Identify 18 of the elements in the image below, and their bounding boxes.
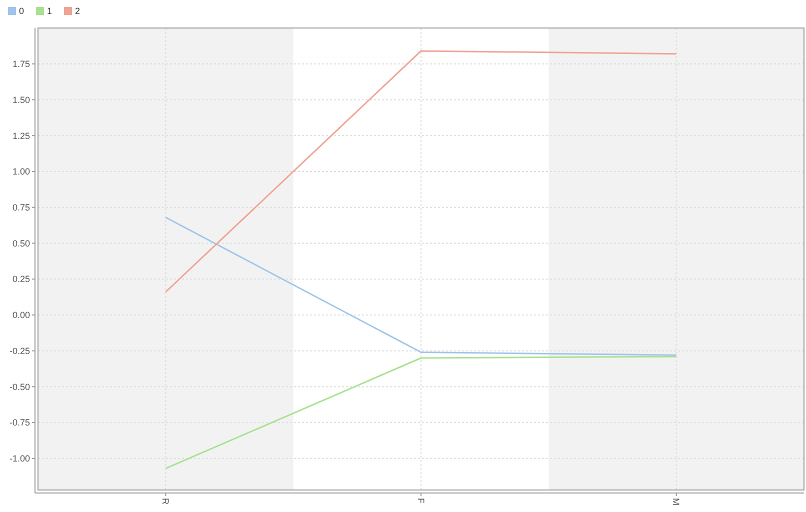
y-tick-label: -0.75: [9, 418, 30, 428]
x-tick-label: R: [160, 498, 171, 505]
y-tick-label: -0.25: [9, 346, 30, 356]
y-tick-label: 0.50: [12, 238, 30, 248]
y-tick-label: -1.00: [9, 454, 30, 464]
x-tick-label: F: [416, 498, 426, 504]
y-tick-label: 0.25: [12, 274, 30, 284]
x-tick-label: M: [671, 498, 682, 506]
legend-label: 0: [19, 6, 24, 16]
y-tick-label: 1.50: [12, 94, 30, 105]
y-tick-label: 1.75: [12, 59, 30, 70]
y-tick-label: 0.75: [12, 202, 30, 212]
legend-label: 1: [47, 6, 52, 16]
y-tick-label: -0.50: [9, 382, 30, 392]
y-tick-label: 1.00: [12, 166, 30, 177]
legend-label: 2: [75, 6, 80, 16]
y-tick-label: 1.25: [12, 130, 30, 141]
y-tick-label: 0.00: [12, 310, 30, 320]
